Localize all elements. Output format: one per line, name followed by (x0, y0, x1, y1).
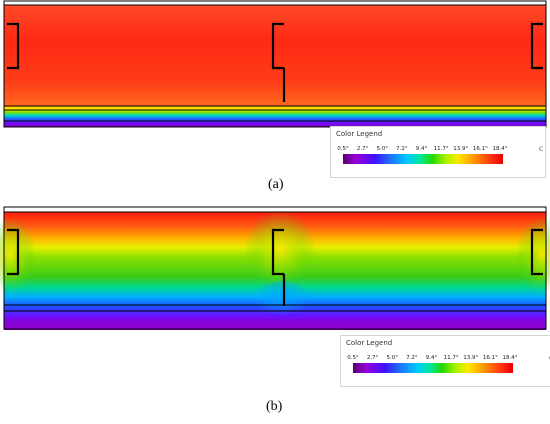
cold-gradient-band (4, 106, 546, 127)
legend-tick-label: 0.5° (347, 355, 359, 361)
legend-color-bar (353, 363, 513, 373)
legend-tick-label: 0.5° (337, 146, 349, 152)
legend-tick-label: 7.2° (396, 146, 408, 152)
legend-tick-label: 9.4° (425, 355, 438, 361)
legend-tick-label: 16.1° (472, 146, 488, 152)
legend-tick-label: 18.4° (502, 355, 518, 361)
legend-title: Color Legend (336, 130, 383, 138)
legend-tick-label: 2.7° (366, 355, 379, 361)
caption-b: (b) (266, 399, 283, 414)
steel-studs (7, 228, 543, 306)
legend-tick-label: 16.1° (482, 355, 498, 361)
legend-tick-label: 11.7° (433, 146, 449, 152)
legend-color-bar (343, 154, 503, 164)
steel-studs (7, 22, 543, 102)
legend-tick-label: 13.9° (463, 355, 479, 361)
legend-tick-labels: 0.5° 2.7° 5.0° 7.2° 9.4° 11.7° 13.9° 16.1° 18.4° (347, 355, 517, 363)
assembly-outline (3, 0, 547, 128)
hot-spot-middle (244, 210, 316, 290)
legend-tick-label: 7.2° (406, 355, 418, 361)
legend-tick-label: 13.9° (453, 146, 469, 152)
panel-a-thermal-simulation (3, 0, 547, 128)
legend-tick-label: 18.4° (492, 146, 508, 152)
thermal-bridge-dip (252, 281, 312, 325)
legend-tick-labels: 0.5° 2.7° 5.0° 7.2° 9.4° 11.7° 13.9° 16.1° 18.4° (337, 146, 507, 154)
panel-b-thermal-simulation (0, 206, 550, 330)
legend-unit: C (539, 146, 544, 153)
assembly-outline (3, 206, 547, 330)
color-legend-b: Color Legend 0.5° 2.7° 5.0° 7.2° 9.4° 11.7° 13… (340, 335, 550, 387)
legend-tick-label: 9.4° (415, 146, 428, 152)
legend-tick-label: 5.0° (376, 146, 389, 152)
caption-a: (a) (268, 177, 284, 192)
warm-region (4, 5, 546, 106)
legend-tick-label: 5.0° (386, 355, 399, 361)
legend-tick-label: 2.7° (356, 146, 369, 152)
color-legend-a: Color Legend 0.5° 2.7° 5.0° 7.2° 9.4° 11.7° 13… (330, 126, 546, 178)
legend-tick-label: 11.7° (443, 355, 459, 361)
legend-title: Color Legend (346, 339, 393, 347)
